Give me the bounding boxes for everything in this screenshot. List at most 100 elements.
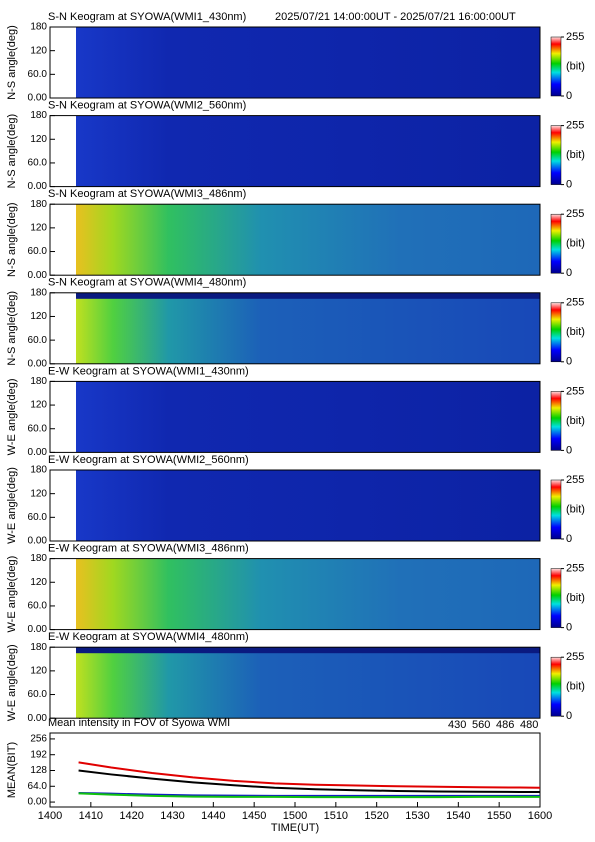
colorbar-label: (bit) (566, 326, 585, 338)
keogram-band (76, 647, 540, 654)
x-tick-label: 1550 (487, 810, 511, 822)
colorbar (550, 391, 562, 451)
colorbar (550, 213, 562, 274)
panel-frame (49, 203, 541, 276)
legend-entry: 430 (448, 719, 466, 731)
keogram-image (76, 27, 540, 98)
colorbar-tick-label: 255 (566, 563, 584, 575)
x-tick-label: 1600 (528, 810, 552, 822)
colorbar-tick-label: 255 (566, 208, 584, 220)
colorbar (550, 302, 562, 363)
series-line (78, 769, 540, 793)
colorbar-tick-label: 255 (566, 297, 584, 309)
y-tick-label: 60.0 (28, 335, 48, 346)
colorbar-tick-label: 255 (566, 474, 584, 486)
colorbar-tick-label: 0 (566, 267, 572, 279)
x-tick-label: 1410 (79, 810, 103, 822)
colorbar (550, 568, 562, 628)
x-tick-label: 1510 (324, 810, 348, 822)
y-tick-label: 120 (30, 666, 47, 677)
panel-title: S-N Keogram at SYOWA(WMI4_480nm) (48, 277, 246, 289)
y-tick-label: 0.00 (28, 797, 48, 808)
colorbar-tick-label: 255 (566, 120, 584, 132)
y-axis-label: W-E angle(deg) (6, 556, 18, 633)
y-tick-label: 180 (30, 642, 47, 653)
colorbar-tick-label: 255 (566, 651, 584, 663)
y-tick-label: 60.0 (28, 689, 48, 700)
y-tick-label: 128 (30, 765, 47, 776)
keogram-image (76, 115, 540, 187)
colorbar-label: (bit) (566, 415, 585, 427)
colorbar-tick-label: 0 (566, 179, 572, 191)
y-tick-label: 120 (30, 400, 47, 411)
panel-frame (49, 558, 541, 631)
colorbar-tick-label: 0 (566, 533, 572, 545)
y-axis-label: W-E angle(deg) (6, 467, 18, 544)
colorbar (550, 36, 562, 97)
y-tick-label: 0.00 (28, 181, 48, 192)
panel-frame (49, 469, 541, 542)
colorbar-tick-label: 255 (566, 385, 584, 397)
time-range: 2025/07/21 14:00:00UT - 2025/07/21 16:00… (275, 11, 516, 23)
keogram-image (76, 292, 540, 364)
y-tick-label: 60.0 (28, 69, 48, 80)
y-tick-label: 180 (30, 110, 47, 121)
keogram-image (76, 470, 540, 541)
x-tick-label: 1540 (446, 810, 470, 822)
colorbar-label: (bit) (566, 238, 585, 250)
y-tick-label: 192 (30, 749, 47, 760)
colorbar-tick-label: 255 (566, 31, 584, 43)
y-tick-label: 120 (30, 311, 47, 322)
x-tick-label: 1450 (242, 810, 266, 822)
colorbar-label: (bit) (566, 149, 585, 161)
keogram-band (76, 292, 540, 299)
y-tick-label: 180 (30, 287, 47, 298)
y-tick-label: 180 (30, 199, 47, 210)
colorbar-label: (bit) (566, 592, 585, 604)
y-tick-label: 120 (30, 577, 47, 588)
panel-frame (49, 26, 541, 99)
x-tick-label: 1530 (405, 810, 429, 822)
y-tick-label: 180 (30, 465, 47, 476)
x-tick-label: 1440 (201, 810, 225, 822)
x-tick-label: 1430 (160, 810, 184, 822)
colorbar (550, 656, 562, 717)
colorbar-tick-label: 0 (566, 710, 572, 722)
y-axis-label: N-S angle(deg) (6, 25, 18, 100)
colorbar-label: (bit) (566, 60, 585, 72)
y-axis-label: N-S angle(deg) (6, 202, 18, 277)
x-tick-label: 1400 (38, 810, 62, 822)
y-axis-label: MEAN(BIT) (6, 742, 18, 798)
y-tick-label: 0.00 (28, 93, 48, 104)
colorbar-tick-label: 0 (566, 444, 572, 456)
y-axis-label: N-S angle(deg) (6, 114, 18, 189)
colorbar-label: (bit) (566, 503, 585, 515)
y-tick-label: 60.0 (28, 512, 48, 523)
series-line (78, 761, 541, 789)
y-tick-label: 180 (30, 376, 47, 387)
legend-entry: 486 (496, 719, 514, 731)
panel-frame (49, 115, 541, 188)
y-tick-label: 120 (30, 134, 47, 145)
colorbar-tick-label: 0 (566, 356, 572, 368)
y-tick-label: 256 (30, 734, 47, 745)
y-tick-label: 60.0 (28, 246, 48, 257)
keogram-image (76, 558, 540, 630)
y-tick-label: 0.00 (28, 713, 48, 724)
panel-frame (49, 292, 541, 365)
panel-title: S-N Keogram at SYOWA(WMI3_486nm) (48, 188, 246, 200)
y-tick-label: 120 (30, 223, 47, 234)
panel-title: E-W Keogram at SYOWA(WMI3_486nm) (48, 543, 249, 555)
y-tick-label: 180 (30, 22, 47, 33)
panel-title: Mean intensity in FOV of Syowa WMI (48, 717, 230, 729)
y-tick-label: 64.0 (28, 781, 48, 792)
keogram-image (76, 647, 540, 719)
x-tick-label: 1500 (283, 810, 307, 822)
y-tick-label: 120 (30, 488, 47, 499)
panel-title: E-W Keogram at SYOWA(WMI1_430nm) (48, 365, 249, 377)
y-tick-label: 0.00 (28, 358, 48, 369)
series-line (78, 792, 540, 799)
x-tick-label: 1420 (119, 810, 143, 822)
colorbar (550, 125, 562, 185)
